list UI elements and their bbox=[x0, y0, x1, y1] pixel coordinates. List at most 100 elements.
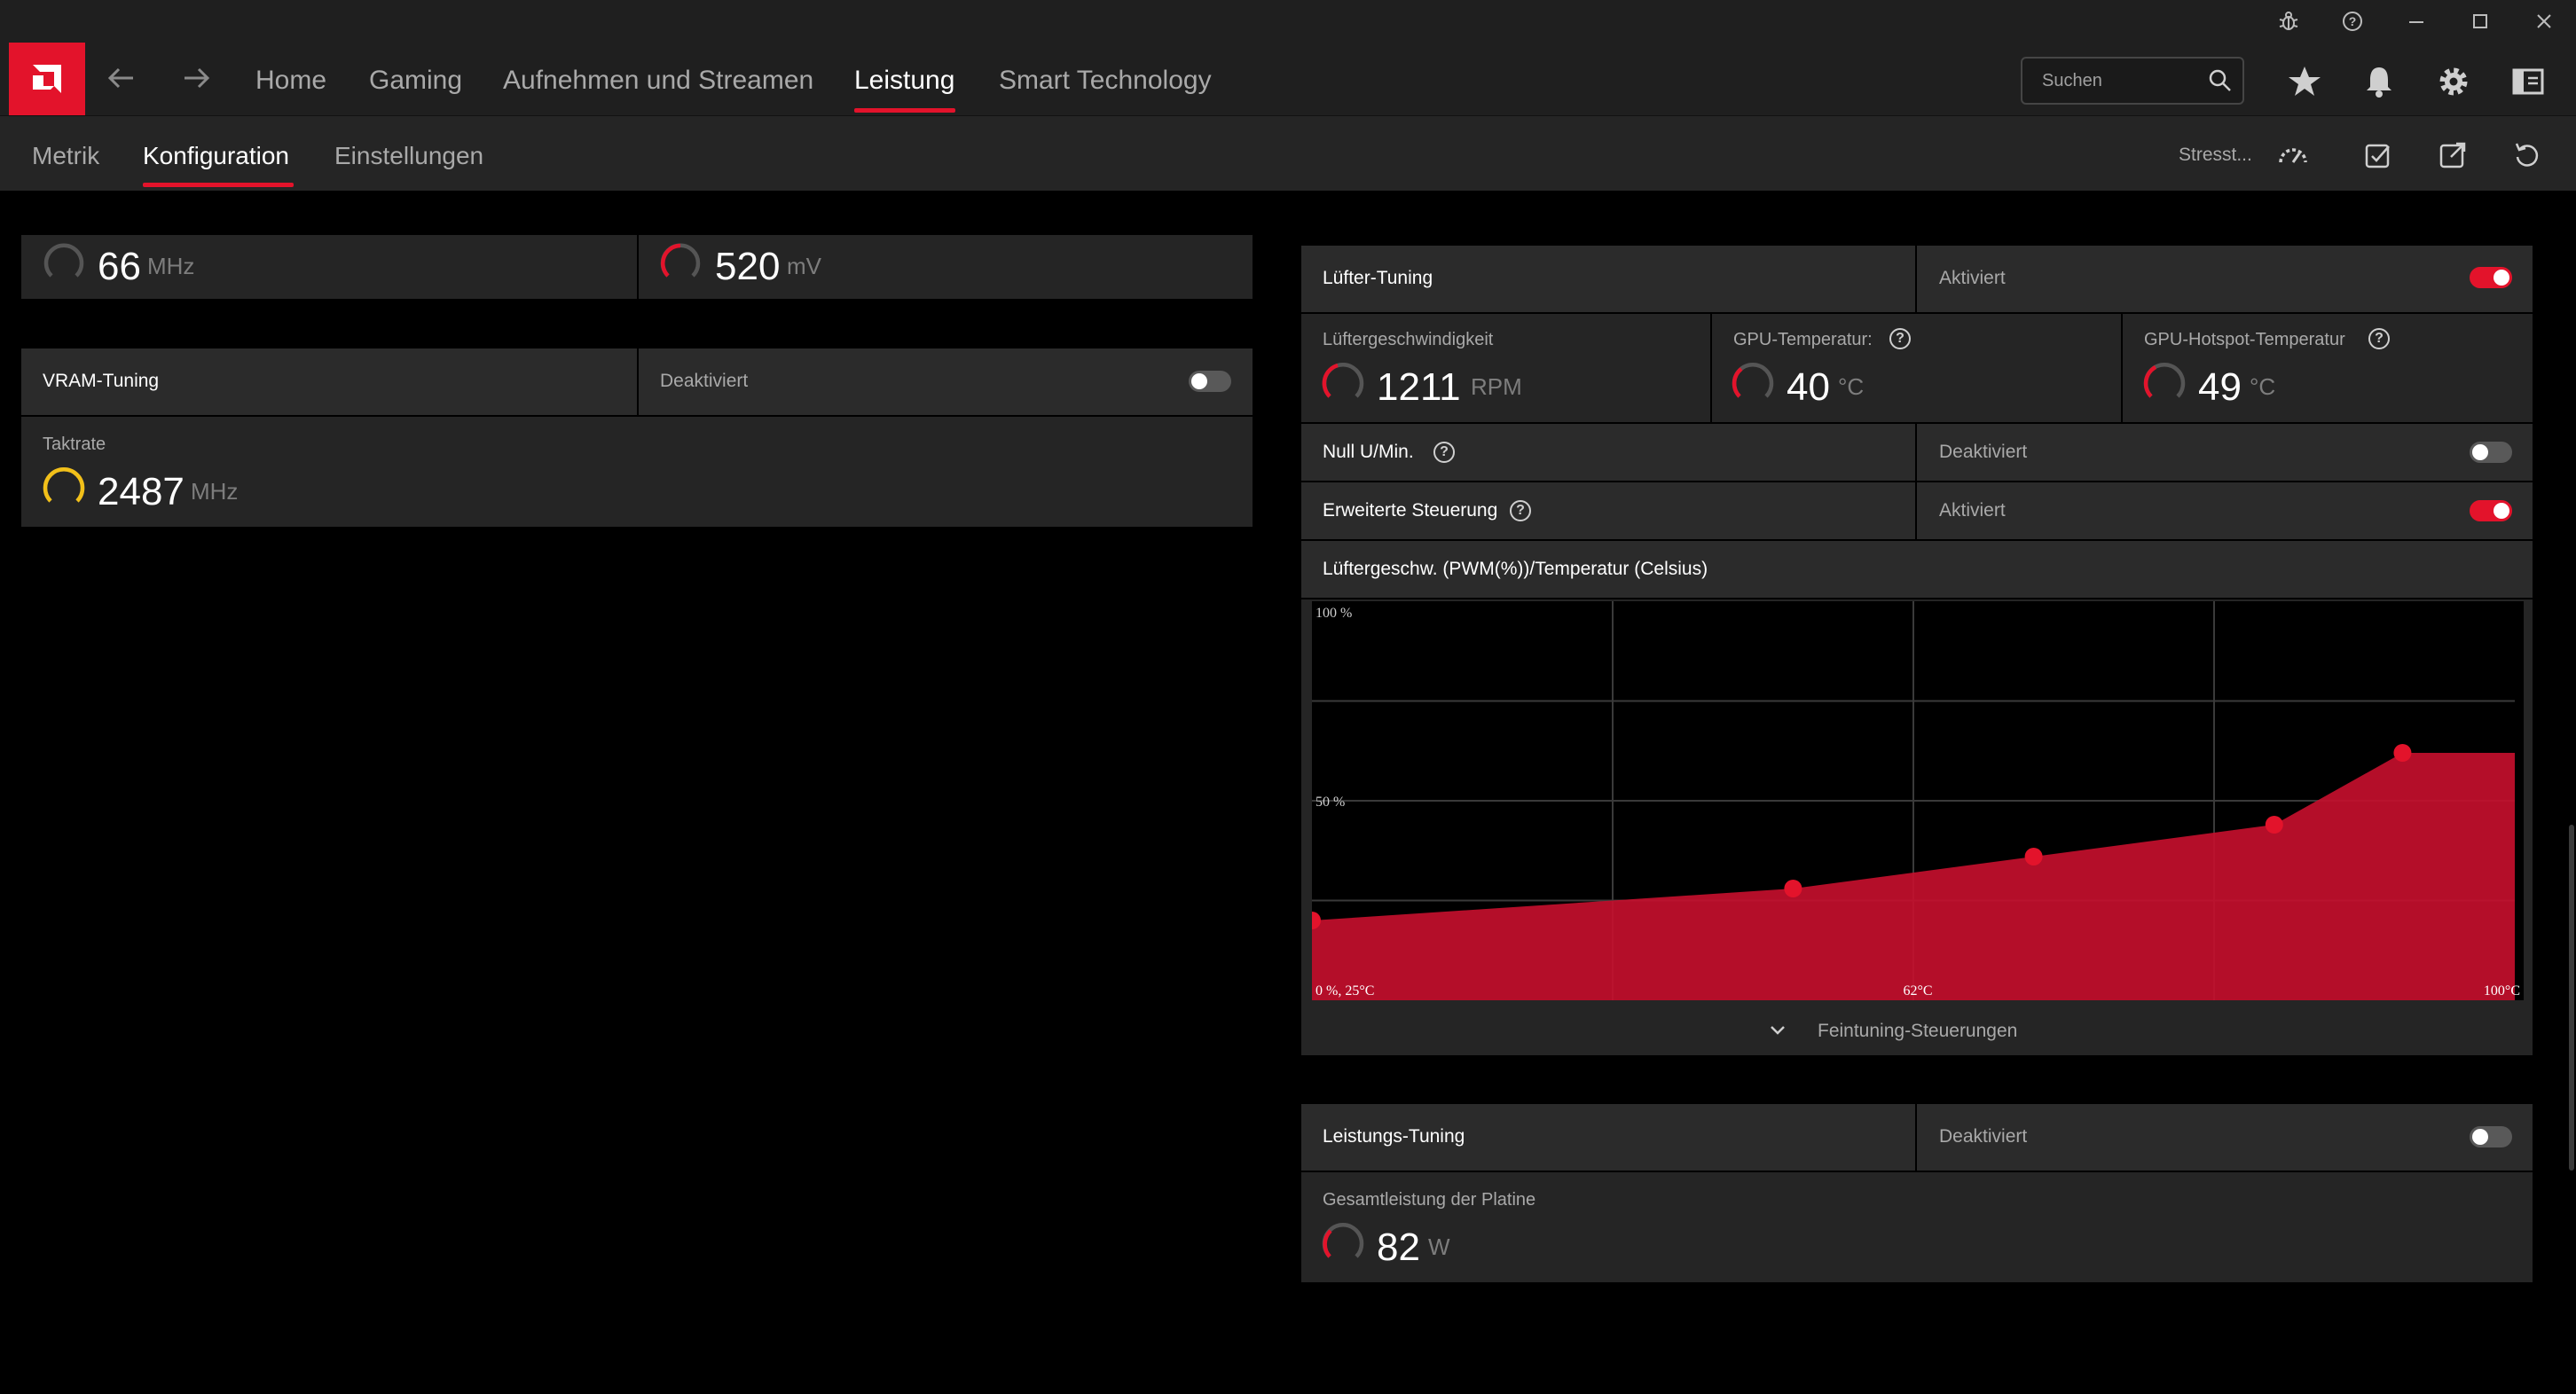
subnav-active-underline bbox=[143, 183, 294, 187]
nav-performance[interactable]: Leistung bbox=[854, 66, 955, 95]
forward-arrow-icon[interactable] bbox=[181, 59, 213, 106]
board-power-unit: W bbox=[1428, 1233, 1450, 1260]
zero-rpm-status-cell bbox=[1917, 424, 2533, 481]
help-icon[interactable]: ? bbox=[2336, 5, 2368, 37]
chevron-down-icon[interactable] bbox=[1767, 1020, 1788, 1046]
gpu-temperature-help-icon[interactable]: ? bbox=[1889, 328, 1911, 349]
title-bar bbox=[0, 0, 2576, 43]
fan-tuning-status-cell bbox=[1917, 246, 2533, 312]
close-icon[interactable] bbox=[2528, 5, 2560, 37]
power-tuning-header bbox=[1301, 1104, 1915, 1171]
search-input[interactable] bbox=[2040, 67, 2203, 94]
vram-tuning-toggle[interactable] bbox=[1189, 371, 1231, 392]
vram-clock-value: 2487 bbox=[98, 470, 185, 513]
fan-tuning-status: Aktiviert bbox=[1939, 268, 2006, 288]
clock-offset-unit: MHz bbox=[147, 253, 195, 279]
stress-test-gauge-icon[interactable] bbox=[2273, 135, 2313, 176]
fan-curve-area bbox=[1312, 753, 2515, 1000]
voltage-offset-card bbox=[639, 235, 1253, 299]
y-tick-mid: 50 % bbox=[1315, 795, 1345, 810]
fan-speed-value: 1211 bbox=[1377, 365, 1461, 409]
stress-test-label[interactable]: Stresst... bbox=[2179, 145, 2252, 165]
advanced-control-status: Aktiviert bbox=[1939, 500, 2006, 521]
vram-tuning-title: VRAM-Tuning bbox=[43, 371, 160, 391]
gpu-temperature-label: GPU-Temperatur: bbox=[1733, 330, 1873, 349]
search-icon[interactable] bbox=[2207, 67, 2234, 98]
notifications-bell-icon[interactable] bbox=[2358, 60, 2400, 103]
zero-rpm-label: Null U/Min. bbox=[1323, 442, 1414, 462]
vram-clock-label: Taktrate bbox=[43, 435, 106, 454]
fan-speed-unit: RPM bbox=[1471, 373, 1522, 400]
zero-rpm-help-icon[interactable]: ? bbox=[1433, 442, 1455, 463]
tab-configuration[interactable]: Konfiguration bbox=[143, 142, 290, 169]
fan-curve-point-4[interactable] bbox=[2265, 816, 2283, 834]
zero-rpm-row bbox=[1301, 424, 1915, 481]
nav-smart-technology[interactable]: Smart Technology bbox=[999, 66, 1212, 95]
advanced-control-row bbox=[1301, 482, 1915, 539]
y-tick-top: 100 % bbox=[1315, 606, 1352, 621]
clock-offset-card bbox=[21, 235, 637, 299]
bug-icon[interactable] bbox=[2273, 5, 2305, 37]
fine-tuning-controls-link[interactable]: Feintuning-Steuerungen bbox=[1818, 1021, 2018, 1041]
fan-curve-point-5[interactable] bbox=[2393, 744, 2412, 762]
board-power-gauge-icon bbox=[1318, 1218, 1368, 1273]
nav-home[interactable]: Home bbox=[255, 66, 327, 95]
voltage-offset-value: 520 bbox=[715, 245, 781, 288]
tab-metrics[interactable]: Metrik bbox=[32, 142, 100, 169]
maximize-icon[interactable] bbox=[2464, 5, 2496, 37]
search-box[interactable] bbox=[2021, 57, 2244, 105]
advanced-control-toggle[interactable] bbox=[2470, 500, 2512, 521]
zero-rpm-status: Deaktiviert bbox=[1939, 442, 2028, 462]
fan-tuning-toggle[interactable] bbox=[2470, 267, 2512, 288]
power-tuning-status-cell bbox=[1917, 1104, 2533, 1171]
voltage-gauge-icon bbox=[657, 240, 703, 291]
board-power-card bbox=[1301, 1172, 2533, 1282]
minimize-icon[interactable] bbox=[2400, 5, 2432, 37]
nav-gaming[interactable]: Gaming bbox=[369, 66, 463, 95]
fan-speed-label: Lüftergeschwindigkeit bbox=[1323, 330, 1494, 349]
fan-tuning-title: Lüfter-Tuning bbox=[1323, 268, 1433, 288]
tab-settings[interactable]: Einstellungen bbox=[334, 142, 484, 169]
apply-check-icon[interactable] bbox=[2358, 135, 2399, 176]
vram-clock-unit: MHz bbox=[191, 478, 239, 505]
sidebar-panel-icon[interactable] bbox=[2507, 60, 2549, 103]
power-tuning-title: Leistungs-Tuning bbox=[1323, 1126, 1465, 1147]
zero-rpm-toggle[interactable] bbox=[2470, 442, 2512, 463]
gpu-temperature-card bbox=[1712, 314, 2121, 422]
amd-logo[interactable] bbox=[9, 43, 85, 115]
vram-tuning-status-cell bbox=[639, 348, 1253, 415]
x-tick-max: 100°C bbox=[2484, 983, 2520, 999]
advanced-control-label: Erweiterte Steuerung bbox=[1323, 500, 1498, 521]
gpu-hotspot-gauge-icon bbox=[2140, 358, 2189, 412]
gpu-temperature-value: 40 bbox=[1787, 365, 1830, 409]
advanced-control-help-icon[interactable]: ? bbox=[1510, 500, 1531, 521]
fan-curve-title: Lüftergeschw. (PWM(%))/Temperatur (Celsi… bbox=[1323, 559, 1708, 579]
export-icon[interactable] bbox=[2432, 135, 2473, 176]
board-power-label: Gesamtleistung der Platine bbox=[1323, 1190, 1536, 1210]
x-tick-mid: 62°C bbox=[1903, 983, 1932, 999]
favorites-star-icon[interactable] bbox=[2283, 60, 2326, 103]
gpu-hotspot-help-icon[interactable]: ? bbox=[2368, 328, 2390, 349]
fan-tuning-header bbox=[1301, 246, 1915, 312]
gpu-temperature-gauge-icon bbox=[1728, 358, 1778, 412]
fan-curve-header bbox=[1301, 541, 2533, 598]
vram-clock-card bbox=[21, 417, 1253, 527]
gpu-hotspot-label: GPU-Hotspot-Temperatur bbox=[2144, 330, 2345, 349]
reset-icon[interactable] bbox=[2507, 135, 2548, 176]
back-arrow-icon[interactable] bbox=[105, 59, 137, 106]
fan-curve-point-2[interactable] bbox=[1784, 880, 1802, 897]
sub-navigation bbox=[0, 116, 2576, 191]
power-tuning-toggle[interactable] bbox=[2470, 1126, 2512, 1147]
power-tuning-status: Deaktiviert bbox=[1939, 1126, 2028, 1147]
origin-tick: 0 %, 25°C bbox=[1315, 983, 1374, 999]
settings-gear-icon[interactable] bbox=[2432, 60, 2475, 103]
advanced-control-status-cell bbox=[1917, 482, 2533, 539]
fan-curve-point-1[interactable] bbox=[1312, 912, 1321, 929]
gpu-temperature-unit: °C bbox=[1838, 373, 1865, 400]
board-power-value: 82 bbox=[1377, 1226, 1420, 1269]
fan-curve-point-3[interactable] bbox=[2024, 848, 2043, 865]
page-scrollbar[interactable] bbox=[2569, 825, 2574, 1171]
fan-curve-chart[interactable]: 100 % 50 % 0 %, 25°C 62°C 100°C bbox=[1312, 601, 2524, 1000]
nav-recording-streaming[interactable]: Aufnehmen und Streamen bbox=[503, 66, 814, 95]
voltage-offset-unit: mV bbox=[787, 253, 821, 279]
